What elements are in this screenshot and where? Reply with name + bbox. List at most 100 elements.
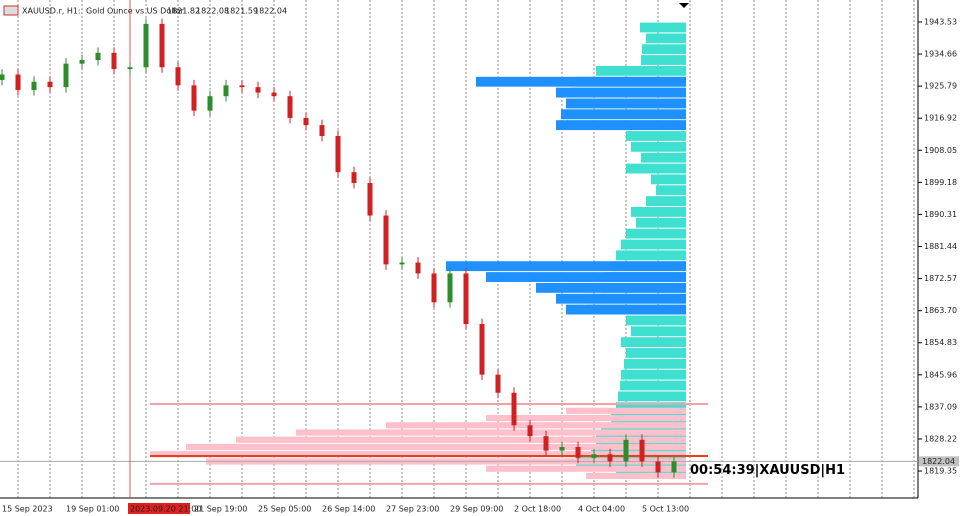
profile-bar xyxy=(656,185,686,196)
profile-bar xyxy=(621,337,686,348)
candle-body xyxy=(495,374,501,393)
y-tick-label: 1837.09 xyxy=(924,402,957,411)
x-tick-label: 2023.09.20 21:00 xyxy=(130,505,201,514)
profile-bar xyxy=(626,315,686,326)
profile-bar xyxy=(561,109,686,120)
candle-body xyxy=(303,117,309,126)
candle-body xyxy=(655,461,661,473)
profile-bar xyxy=(591,445,686,456)
profile-bar xyxy=(631,141,686,152)
y-tick-label: 1890.31 xyxy=(924,210,957,219)
profile-bar xyxy=(566,304,686,315)
candle-body xyxy=(383,215,389,265)
profile-bar xyxy=(646,196,686,207)
y-tick-label: 1934.66 xyxy=(924,50,957,59)
candle-body xyxy=(367,182,373,216)
candle-body xyxy=(31,81,37,91)
candle-body xyxy=(143,23,149,68)
y-tick-label: 1899.18 xyxy=(924,178,957,187)
candle-body xyxy=(335,135,341,173)
x-tick-label: 26 Sep 14:00 xyxy=(322,505,375,514)
profile-bar xyxy=(556,293,686,304)
x-tick-label: 15 Sep 2023 xyxy=(2,505,53,514)
profile-bar xyxy=(486,414,686,422)
profile-bar xyxy=(631,207,686,217)
x-tick-label: 27 Sep 23:00 xyxy=(386,505,439,514)
candle-body xyxy=(175,67,181,86)
candle-body xyxy=(271,92,277,97)
profile-bar xyxy=(566,407,686,414)
price-tag: 1822.04 xyxy=(922,457,955,466)
y-tick-label: 1916.92 xyxy=(924,114,957,123)
profile-bar xyxy=(646,33,686,44)
candle-body xyxy=(63,63,69,88)
candle-body xyxy=(255,87,261,93)
candle-body xyxy=(527,425,533,437)
profile-bar xyxy=(556,120,686,131)
candle-body xyxy=(463,273,469,325)
candle-body xyxy=(623,439,629,462)
candle-body xyxy=(591,454,597,458)
x-tick-label: 5 Oct 13:00 xyxy=(642,505,689,514)
candle-body xyxy=(319,125,325,136)
profile-bar xyxy=(601,423,686,434)
candle-body xyxy=(111,52,117,70)
candle-body xyxy=(543,436,549,451)
y-tick-label: 1854.83 xyxy=(924,338,957,347)
candle-body xyxy=(671,461,677,473)
profile-bar xyxy=(536,282,686,293)
candle-body xyxy=(479,324,485,375)
profile-bar xyxy=(486,465,686,472)
candle-body xyxy=(559,447,565,451)
profile-bar xyxy=(616,467,686,478)
profile-bar xyxy=(296,429,686,436)
candle-body xyxy=(607,454,613,462)
profile-bar xyxy=(641,55,686,65)
low-price: 1821.59 xyxy=(225,7,258,16)
profile-bar xyxy=(641,152,686,163)
candle-body xyxy=(287,96,293,118)
candle-body xyxy=(79,60,85,64)
profile-bar xyxy=(642,44,686,55)
profile-bar xyxy=(486,272,686,282)
profile-bar xyxy=(620,380,686,391)
candle-body xyxy=(207,96,213,111)
profile-bar xyxy=(556,87,686,98)
y-tick-label: 1828.22 xyxy=(924,434,957,443)
candle-body xyxy=(0,74,5,80)
profile-bar xyxy=(631,326,686,337)
candle-body xyxy=(447,273,453,303)
profile-bar xyxy=(586,472,686,480)
profile-bar xyxy=(626,131,686,141)
profile-bar xyxy=(446,261,686,272)
candle-body xyxy=(95,52,101,61)
y-tick-label: 1872.57 xyxy=(924,274,957,283)
x-tick-label: 19 Sep 01:00 xyxy=(66,505,119,514)
profile-bar xyxy=(566,98,686,109)
y-tick-label: 1863.70 xyxy=(924,306,957,315)
profile-bar xyxy=(624,358,686,369)
symbol: XAUUSD.r, H1: xyxy=(22,7,81,16)
candle-body xyxy=(431,273,437,303)
candle-body xyxy=(415,262,421,274)
y-tick-label: 1845.96 xyxy=(924,370,957,379)
profile-bar xyxy=(476,76,686,87)
candle-body xyxy=(399,262,405,265)
candle-body xyxy=(127,67,133,70)
candle-body xyxy=(511,392,517,426)
shift-marker xyxy=(679,3,689,8)
profile-bar xyxy=(236,436,686,443)
chart-icon xyxy=(3,5,19,16)
candle-body xyxy=(47,81,53,88)
timer: 00:54:39|XAUUSD|H1 xyxy=(690,463,845,478)
candle-body xyxy=(639,439,645,462)
y-tick-label: 1925.79 xyxy=(924,82,957,91)
profile-bar xyxy=(186,443,686,451)
x-tick-label: 29 Sep 09:00 xyxy=(450,505,503,514)
profile-bar xyxy=(386,422,686,429)
profile-bar xyxy=(651,174,686,185)
profile-bar xyxy=(616,250,686,261)
profile-bar xyxy=(626,348,686,358)
candle-body xyxy=(159,23,165,68)
